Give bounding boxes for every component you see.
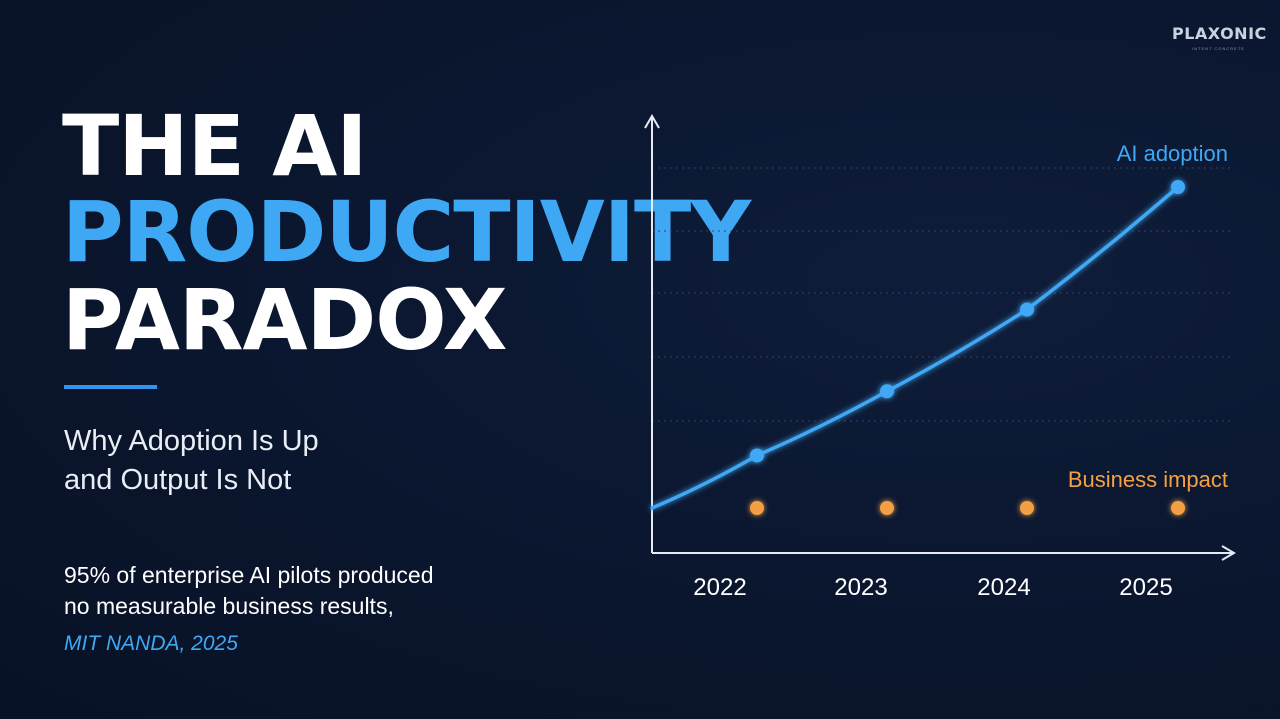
stat-line-2: no measurable business results,: [64, 593, 394, 619]
title-line-3: PARADOX: [62, 271, 507, 369]
x-tick-labels: 2022 2023 2024 2025: [693, 574, 1172, 601]
title-divider: [64, 385, 157, 389]
stat-line-1: 95% of enterprise AI pilots produced: [64, 562, 434, 588]
x-tick-label: 2022: [693, 574, 746, 601]
x-tick-label: 2024: [977, 574, 1030, 601]
x-axis-arrow-icon: [1221, 545, 1236, 561]
ai-adoption-point: [750, 448, 764, 463]
ai-adoption-point: [1171, 180, 1185, 194]
title-line-1: THE AI: [62, 97, 367, 195]
ai-adoption-line: [650, 185, 1180, 510]
subtitle-line-2: and Output Is Not: [64, 464, 292, 496]
brand-logo: PLAXONIC: [1172, 24, 1267, 43]
chart-grid: [652, 167, 1232, 422]
source-citation: MIT NANDA, 2025: [64, 632, 238, 655]
subtitle: Why Adoption Is Up and Output Is Not: [64, 422, 319, 500]
ai-adoption-label: AI adoption: [1117, 141, 1228, 166]
ai-adoption-point: [1020, 302, 1034, 317]
x-tick-label: 2025: [1119, 574, 1172, 601]
chart-axes: [644, 114, 1236, 561]
title-line-2: PRODUCTIVITY: [62, 183, 751, 281]
subtitle-line-1: Why Adoption Is Up: [64, 425, 319, 457]
business-impact-point: [1020, 501, 1034, 515]
chart-series: [650, 180, 1185, 515]
series-labels: AI adoption Business impact: [1068, 141, 1228, 492]
business-impact-point: [1171, 501, 1185, 515]
business-impact-point: [880, 501, 894, 515]
y-axis-arrow-icon: [644, 114, 660, 129]
ai-adoption-point: [880, 384, 894, 399]
business-impact-label: Business impact: [1068, 467, 1228, 492]
x-tick-label: 2023: [834, 574, 887, 601]
business-impact-point: [750, 501, 764, 515]
brand-tagline: INTENT CONCRETE: [1192, 46, 1245, 51]
stat-text: 95% of enterprise AI pilots produced no …: [64, 560, 434, 622]
